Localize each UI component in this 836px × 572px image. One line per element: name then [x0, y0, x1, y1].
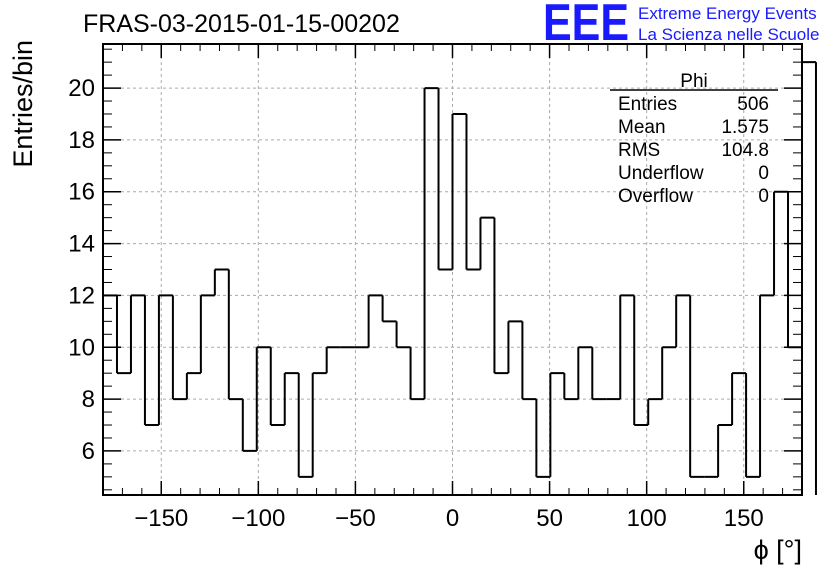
histogram-bin — [311, 372, 327, 477]
histogram-bin — [549, 372, 565, 477]
x-axis-ticks: −150 −100 −50 0 50 100 150 — [121, 44, 784, 532]
stats-value-mean: 1.575 — [721, 117, 769, 138]
x-axis-label: ϕ [°] — [754, 535, 802, 565]
stats-label-entries: Entries — [618, 94, 677, 115]
stats-row-overflow: Overflow 0 — [618, 186, 769, 207]
histogram-bin — [591, 347, 607, 401]
y-tick-label: 8 — [82, 386, 95, 413]
histogram-bin — [507, 320, 523, 374]
histogram-bin — [801, 61, 816, 348]
histogram-bin — [395, 321, 411, 349]
eee-logo: EEE Extreme Energy Events La Scienza nel… — [543, 0, 819, 52]
y-axis-label: Entries/bin — [8, 40, 38, 168]
histogram-bin — [437, 88, 453, 271]
histogram-bin — [227, 269, 243, 401]
stats-row-entries: Entries 506 — [618, 94, 769, 115]
histogram-bin — [185, 372, 201, 400]
y-tick-label: 14 — [68, 231, 95, 258]
histogram-bin — [759, 294, 775, 477]
histogram-bin — [199, 294, 215, 374]
y-tick-label: 20 — [68, 75, 95, 102]
stats-row-rms: RMS 104.8 — [618, 140, 769, 161]
histogram-bin — [143, 295, 159, 427]
stats-value-rms: 104.8 — [721, 140, 769, 161]
x-tick-label: −100 — [231, 505, 285, 532]
histogram-bin — [451, 112, 467, 270]
histogram-bin — [297, 373, 313, 478]
y-tick-label: 6 — [82, 438, 95, 465]
y-axis-ticks: 6 8 10 12 14 16 18 20 — [68, 48, 802, 491]
histogram-bin — [521, 321, 537, 401]
histogram-bin — [115, 295, 131, 375]
histogram-bin — [535, 399, 551, 478]
histogram-bin — [171, 295, 187, 401]
histogram-bin — [745, 373, 761, 478]
stats-value-entries: 506 — [737, 94, 769, 115]
x-tick-label: −150 — [134, 505, 188, 532]
histogram-bin — [647, 398, 663, 426]
histogram-bin — [129, 294, 145, 374]
histogram-bin — [255, 346, 271, 451]
stats-label-mean: Mean — [618, 117, 666, 138]
x-tick-label: −50 — [335, 505, 376, 532]
histogram-bin — [689, 295, 705, 478]
histogram-bin — [577, 346, 593, 400]
histogram-bin — [367, 294, 383, 348]
stats-value-overflow: 0 — [758, 186, 769, 207]
y-tick-label: 10 — [68, 334, 95, 361]
x-tick-label: 150 — [724, 505, 764, 532]
eee-logo-line2: La Scienza nelle Scuole — [638, 25, 819, 44]
histogram-bin — [563, 373, 579, 401]
histogram-bin — [381, 295, 397, 323]
stats-row-mean: Mean 1.575 — [618, 117, 769, 138]
chart-title: FRAS-03-2015-01-15-00202 — [83, 10, 400, 38]
histogram-bin — [479, 216, 495, 270]
histogram-bin — [241, 399, 257, 452]
histogram-bin — [731, 372, 747, 426]
stats-row-underflow: Underflow 0 — [618, 163, 769, 184]
histogram-bin — [213, 268, 229, 296]
stats-label-underflow: Underflow — [618, 163, 704, 184]
histogram-bin — [423, 87, 439, 400]
histogram-bin — [269, 347, 285, 427]
stats-label-overflow: Overflow — [618, 186, 693, 207]
histogram-bin — [493, 217, 509, 375]
histogram-bin — [409, 347, 425, 401]
histogram-series — [103, 61, 817, 495]
y-tick-label: 12 — [68, 282, 95, 309]
stats-label-rms: RMS — [618, 140, 660, 161]
histogram-bin — [157, 294, 173, 426]
histogram-bin — [675, 294, 691, 348]
histogram-bin — [633, 295, 649, 427]
histogram-bin — [619, 294, 635, 400]
x-tick-label: 100 — [627, 505, 667, 532]
histogram-bin — [661, 346, 677, 400]
x-tick-label: 50 — [536, 505, 563, 532]
x-tick-label: 0 — [446, 505, 459, 532]
stats-value-underflow: 0 — [758, 163, 769, 184]
histogram-bin — [283, 372, 299, 426]
eee-logo-line1: Extreme Energy Events — [638, 4, 817, 23]
y-tick-label: 16 — [68, 179, 95, 206]
histogram-bin — [465, 113, 481, 271]
y-tick-label: 18 — [68, 127, 95, 154]
histogram-bin — [717, 424, 733, 477]
histogram-bin — [325, 346, 341, 374]
stats-box: Phi Entries 506 Mean 1.575 RMS 104.8 Und… — [610, 71, 778, 207]
stats-box-name: Phi — [680, 71, 707, 92]
